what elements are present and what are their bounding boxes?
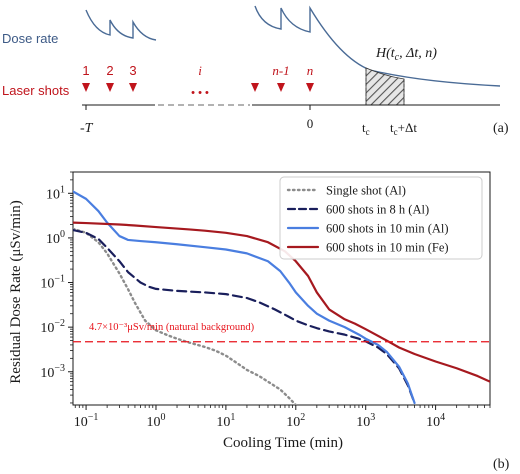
shot-label-3: 3: [129, 63, 136, 78]
natural-background-label: 4.7×10⁻³μSv/min (natural background): [89, 322, 255, 333]
series-line-0: [73, 227, 297, 405]
dose-rate-curve-late: [254, 5, 501, 87]
legend-label-2: 600 shots in 10 min (Al): [326, 222, 449, 236]
shot-label-n-1: n-1: [272, 63, 289, 78]
shot-label-1: 1: [82, 63, 89, 78]
legend-label-3: 600 shots in 10 min (Fe): [326, 241, 449, 255]
legend-box: [279, 176, 483, 260]
y-tick-label: 10−2: [40, 318, 65, 336]
shot-label-n: n: [307, 63, 314, 78]
axis-label-neg-t: -T: [80, 121, 94, 136]
shot-marker: [129, 83, 137, 92]
x-axis-label: Cooling Time (min): [223, 435, 343, 451]
shot-label-i: i: [198, 63, 202, 78]
panel-label-b: (b): [493, 457, 510, 472]
y-tick-label: 10−3: [40, 363, 65, 381]
background-layer: 4.7×10⁻³μSv/min (natural background): [73, 322, 490, 343]
axis-label-tc: tc: [362, 120, 370, 137]
chart-panel: 10−3 10−2 10−1 100 101 10−1 100 101 102 103 104 4…: [8, 171, 510, 472]
series-line-2: [73, 190, 416, 405]
y-tick-label: 10−1: [40, 274, 65, 292]
x-tick-label: 102: [286, 412, 305, 430]
shot-marker: [106, 83, 114, 92]
shot-markers: [82, 83, 314, 92]
plot-area: [72, 171, 491, 406]
shot-marker: [306, 83, 314, 92]
axis-label-tc-dt: tc+Δt: [390, 120, 417, 137]
x-axis: 10−1 100 101 102 103 104: [74, 405, 491, 430]
axis-label-zero: 0: [307, 116, 314, 131]
schematic-panel: Dose rate Laser shots H(tc, Δt, n) 1 2 3…: [2, 5, 509, 137]
shot-label-2: 2: [106, 63, 113, 78]
x-tick-label: 10−1: [74, 412, 99, 430]
y-axis-label: Residual Dose Rate (μSv/min): [8, 200, 24, 383]
legend-label-1: 600 shots in 8 h (Al): [326, 203, 429, 217]
series-line-3: [73, 221, 490, 383]
shot-marker: [277, 83, 285, 92]
laser-shots-label: Laser shots: [2, 83, 70, 98]
panel-label-a: (a): [493, 121, 509, 136]
y-axis: 10−3 10−2 10−1 100 101: [40, 171, 73, 404]
dose-rate-label: Dose rate: [2, 31, 58, 46]
shot-marker: [82, 83, 90, 92]
h-function-label: H(tc, Δt, n): [375, 46, 437, 63]
y-tick-label: 100: [46, 229, 65, 247]
x-tick-label: 100: [146, 412, 165, 430]
y-tick-label: 101: [46, 184, 65, 202]
legend: Single shot (Al) 600 shots in 8 h (Al) 600…: [279, 176, 483, 260]
shots-ellipsis: • • •: [191, 87, 209, 99]
dose-rate-curve-early: [85, 9, 157, 41]
series-layer: [73, 190, 490, 405]
series-line-1: [73, 228, 416, 405]
x-tick-label: 101: [216, 412, 235, 430]
x-tick-label: 104: [426, 412, 445, 430]
legend-label-0: Single shot (Al): [326, 184, 406, 198]
shot-marker: [251, 83, 259, 92]
x-tick-label: 103: [356, 412, 375, 430]
